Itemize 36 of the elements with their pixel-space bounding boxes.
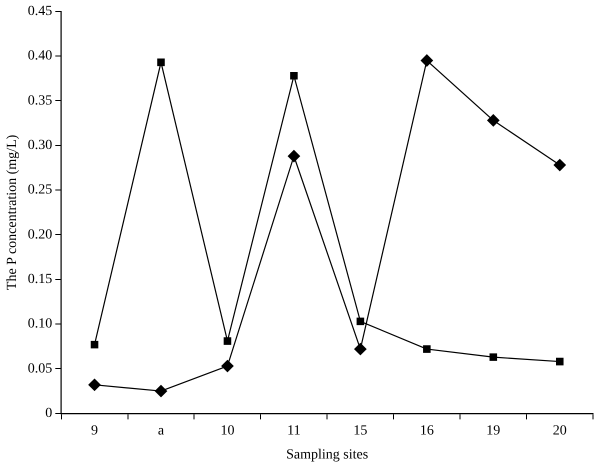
y-tick-label: 0.45 (28, 4, 52, 20)
point (356, 318, 364, 326)
y-tick-label: 0.20 (28, 227, 52, 242)
point (554, 158, 566, 172)
x-tick-label: 19 (486, 423, 500, 438)
point (354, 342, 366, 356)
y-tick-label: 0.15 (28, 272, 52, 288)
x-tick-label: 11 (287, 423, 301, 438)
point (154, 384, 168, 398)
y-tick-label: 0 (45, 406, 52, 422)
y-tick-label: 0.05 (28, 361, 52, 376)
point (290, 72, 298, 80)
x-tick-label: 10 (220, 423, 234, 438)
y-tick-label: 0.40 (28, 48, 52, 64)
x-tick-label: a (158, 423, 165, 438)
point (487, 114, 500, 126)
y-tick-label: 0.35 (28, 93, 52, 108)
x-tick-label: 9 (91, 423, 98, 438)
point (224, 337, 232, 345)
y-tick-label: 0.25 (28, 182, 52, 198)
point (88, 378, 101, 391)
y-axis-title: The P concentration (mg/L) (5, 134, 20, 290)
point (90, 340, 98, 348)
y-tick-label: 0.10 (28, 316, 52, 332)
x-tick-label: 16 (420, 423, 434, 438)
point (423, 345, 431, 353)
x-tick-label: 15 (353, 423, 368, 438)
point (556, 358, 564, 366)
point (420, 54, 433, 67)
point (157, 58, 165, 66)
point (221, 360, 234, 372)
point (490, 353, 498, 361)
x-axis-title: Sampling sites (286, 447, 368, 462)
y-tick-label: 0.30 (28, 138, 52, 154)
point (288, 150, 300, 162)
x-tick-label: 20 (552, 423, 567, 438)
